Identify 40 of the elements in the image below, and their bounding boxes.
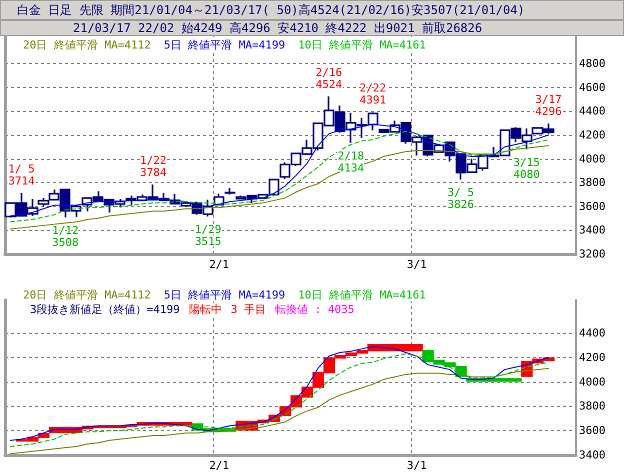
y-tick-label: 3400 (579, 224, 606, 237)
y-tick-label: 4200 (579, 350, 606, 364)
annotation: 1/ 5 3714 (8, 162, 36, 188)
annotation: 2/22 4391 (360, 82, 386, 107)
text: 10日 終値平滑 MA=4161 (298, 288, 426, 302)
y-tick-label: 4400 (579, 104, 606, 118)
y-tick-label: 3800 (579, 400, 606, 413)
annotation: 1/22 3784 (140, 154, 167, 179)
x-tick-label: 2/1 (209, 459, 230, 472)
y-tick-label: 4400 (579, 326, 606, 340)
text: 20日 終値平滑 MA=4112 (23, 288, 151, 302)
y-tick-label: 4800 (579, 57, 606, 70)
annotation: 3段抜き新値足（終値）=4199 (30, 303, 180, 316)
x-tick-label: 3/1 (406, 459, 427, 472)
annotation: 3/17 4296 (535, 93, 562, 118)
y-tick-label: 4000 (579, 375, 606, 388)
annotation: 陽転中 (188, 303, 222, 316)
annotation: 転換値 : 4035 (275, 303, 354, 316)
y-tick-label: 4200 (579, 128, 606, 142)
y-tick-label: 3800 (579, 176, 606, 190)
chart-title: 白金 日足 先限 期間21/01/04～21/03/17( 50)高4524(21/02/16)安3507(21/01/04) (17, 3, 525, 17)
text: 5日 終値平滑 MA=4199 (164, 38, 286, 52)
x-tick-label: 3/1 (406, 258, 427, 271)
annotation: 1/29 3515 (194, 223, 222, 248)
y-tick-label: 3600 (579, 200, 606, 213)
y-tick-label: 4600 (579, 80, 606, 94)
text: 10日 終値平滑 MA=4161 (298, 38, 426, 52)
text: 20日 終値平滑 MA=4112 (23, 38, 151, 52)
annotation: 3 手目 (230, 303, 266, 316)
annotation: 1/12 3508 (52, 224, 79, 249)
y-tick-label: 3400 (579, 448, 606, 462)
annotation: 3/ 5 3826 (447, 186, 474, 211)
y-tick-label: 3200 (579, 248, 606, 260)
annotation: 3/15 4080 (513, 156, 540, 181)
annotation: 2/16 4524 (316, 66, 343, 91)
y-tick-label: 3600 (579, 424, 606, 438)
y-tick-label: 4000 (579, 152, 606, 166)
text: 5日 終値平滑 MA=4199 (164, 288, 286, 302)
chart-subtitle: 21/03/17 22/02 始4249 高4296 安4210 終4222 出9021 前取26826 (73, 21, 482, 35)
x-tick-label: 2/1 (209, 258, 230, 271)
